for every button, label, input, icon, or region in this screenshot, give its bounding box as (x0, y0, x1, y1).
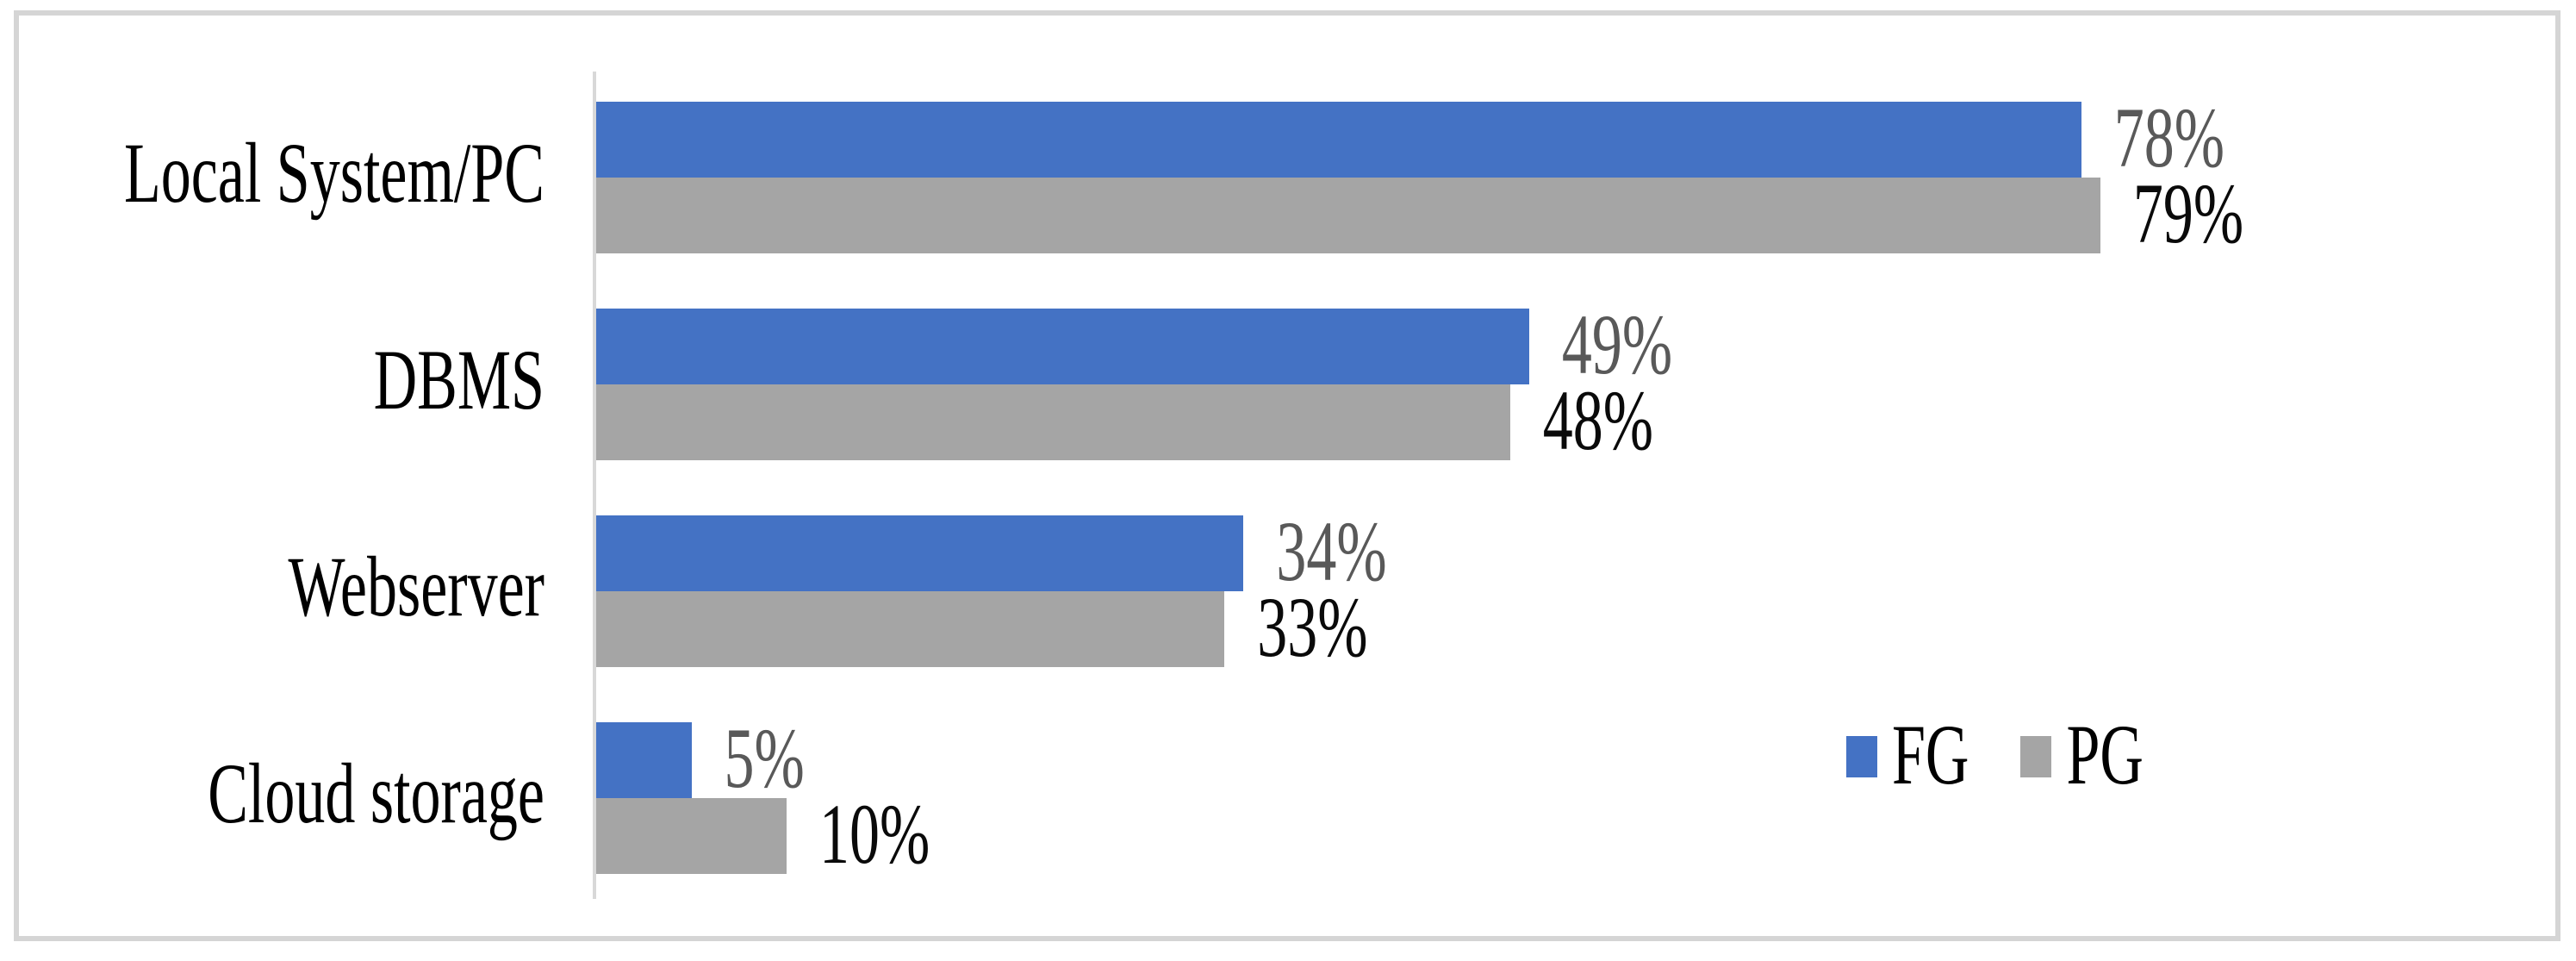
bar-fg (596, 515, 1244, 591)
bar-pg (596, 384, 1510, 460)
category-label-text: Cloud storage (208, 747, 544, 842)
bar-row-fg-local-system-pc: 78% (596, 97, 2500, 182)
legend: FG PG (1846, 714, 2144, 799)
value-label-fg: 34% (1276, 505, 1387, 600)
bar-row-pg-local-system-pc: 79% (596, 172, 2500, 258)
bar-row-fg-webserver: 34% (596, 510, 2500, 596)
bar-row-fg-cloud-storage: 5% (596, 717, 2500, 802)
bar-pg (596, 178, 2100, 253)
value-label-fg: 5% (724, 712, 805, 807)
chart-border (14, 10, 2560, 941)
category-label-local-system-pc: Local System/PC (34, 72, 544, 278)
bar-fg (596, 309, 1529, 384)
category-label-dbms: DBMS (34, 278, 544, 485)
bar-row-pg-cloud-storage: 10% (596, 793, 2500, 878)
bar-pg (596, 591, 1225, 667)
legend-swatch-fg (1846, 736, 1877, 777)
legend-label-fg: FG (1892, 708, 1969, 803)
value-label-pg: 10% (819, 788, 930, 883)
bar-pg (596, 798, 787, 874)
value-label-fg: 78% (2113, 91, 2225, 186)
bar-fg (596, 722, 692, 798)
category-label-webserver: Webserver (34, 485, 544, 692)
category-label-cloud-storage: Cloud storage (34, 692, 544, 899)
value-label-pg: 79% (2132, 167, 2244, 262)
category-label-text: Webserver (288, 540, 544, 635)
bar-fg (596, 102, 2081, 178)
value-label-pg: 33% (1257, 581, 1368, 676)
category-label-text: DBMS (373, 334, 544, 428)
value-label-pg: 48% (1542, 374, 1654, 469)
bar-row-pg-dbms: 48% (596, 379, 2500, 465)
category-label-text: Local System/PC (123, 127, 544, 222)
category-axis-line (593, 72, 596, 899)
legend-label-pg: PG (2066, 708, 2144, 803)
value-label-fg: 49% (1561, 298, 1673, 393)
legend-swatch-pg (2020, 736, 2052, 777)
bar-row-pg-webserver: 33% (596, 586, 2500, 671)
bar-row-fg-dbms: 49% (596, 303, 2500, 389)
